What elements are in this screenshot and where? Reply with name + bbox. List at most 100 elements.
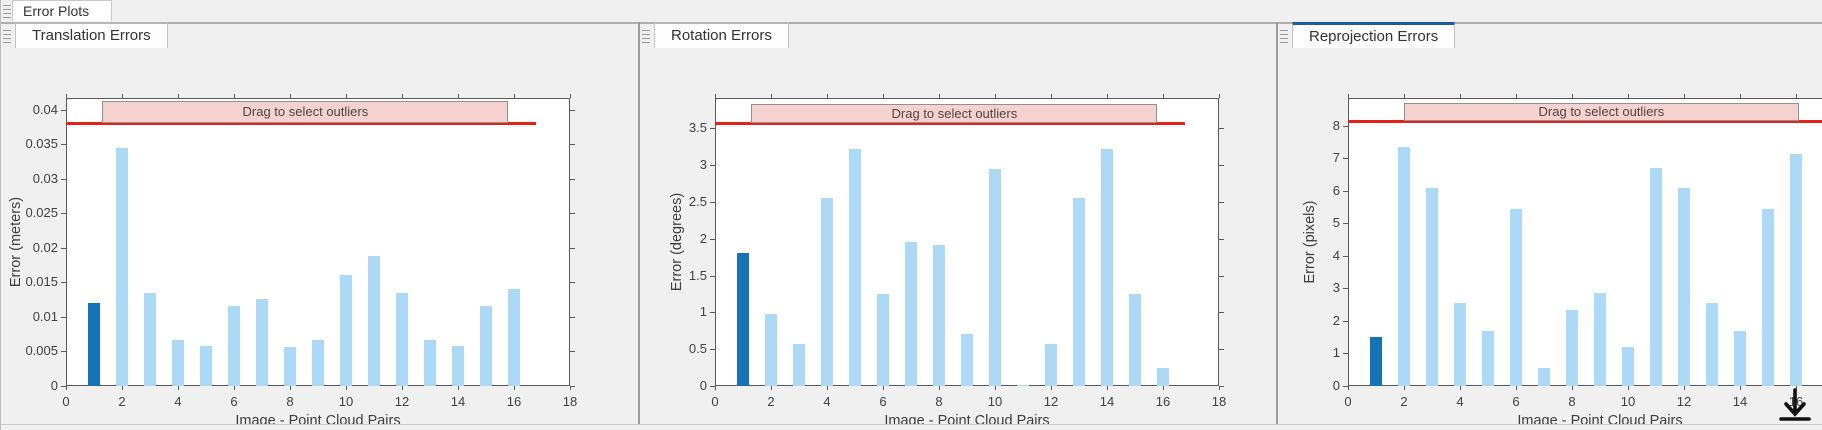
bar[interactable] — [933, 244, 945, 386]
bar[interactable] — [452, 345, 464, 386]
bar[interactable] — [821, 198, 833, 386]
y-tick-mark — [710, 165, 715, 167]
y-tick-label: 5 — [1332, 215, 1340, 231]
bar[interactable] — [1678, 187, 1690, 386]
bar[interactable] — [368, 256, 380, 386]
bar[interactable] — [116, 147, 128, 386]
y-tick-mark — [1219, 128, 1224, 130]
y-tick-mark — [61, 386, 66, 387]
x-tick-mark — [1163, 386, 1164, 390]
y-tick-label: 7 — [1332, 150, 1340, 166]
bar[interactable] — [228, 305, 240, 386]
bar[interactable] — [1734, 330, 1746, 386]
bar[interactable] — [284, 347, 296, 386]
outlier-selection-band[interactable]: Drag to select outliers — [751, 103, 1158, 124]
bar[interactable] — [396, 292, 408, 386]
bar[interactable] — [200, 345, 212, 386]
x-tick-mark — [178, 386, 179, 390]
bar[interactable] — [340, 275, 352, 386]
y-tick-label: 3.5 — [688, 120, 707, 136]
y-tick-mark — [1219, 275, 1224, 277]
bar[interactable] — [256, 298, 268, 386]
y-tick-mark — [570, 144, 575, 146]
x-tick-label: 4 — [174, 394, 182, 409]
bar[interactable] — [793, 344, 805, 386]
x-tick-mark — [1516, 94, 1517, 98]
bar[interactable] — [1510, 208, 1522, 386]
outlier-threshold-line — [66, 121, 537, 125]
x-tick-label: 8 — [935, 394, 943, 409]
y-tick-mark — [1219, 312, 1224, 314]
bar[interactable] — [1370, 337, 1382, 386]
bar[interactable] — [1790, 153, 1802, 386]
x-tick-label: 14 — [1732, 394, 1748, 409]
bar[interactable] — [961, 334, 973, 386]
reprojection-errors-chart[interactable]: Drag to select outliers02468101214161801… — [1278, 50, 1822, 426]
outlier-selection-band[interactable]: Drag to select outliers — [1404, 102, 1799, 122]
bar[interactable] — [1073, 198, 1085, 386]
y-tick-label: 3 — [1332, 280, 1340, 296]
bar[interactable] — [989, 168, 1001, 386]
bar[interactable] — [1454, 303, 1466, 386]
bar[interactable] — [737, 253, 749, 386]
y-tick-label: 6 — [1332, 182, 1340, 198]
bar[interactable] — [1129, 293, 1141, 386]
x-tick-mark — [66, 94, 67, 98]
chart-panels-row: Translation Errors Drag to select outlie… — [1, 22, 1822, 426]
tab-reprojection-errors[interactable]: Reprojection Errors — [1292, 22, 1456, 48]
x-tick-mark — [1051, 94, 1052, 98]
y-tick-mark — [61, 282, 66, 284]
x-tick-mark — [1107, 94, 1108, 98]
bar[interactable] — [1622, 346, 1634, 386]
panel-grip-icon[interactable] — [3, 5, 11, 18]
translation-errors-chart[interactable]: Drag to select outliers 0 2 4 6 8 10 12 14 16 18 0 0… — [1, 50, 638, 426]
bar[interactable] — [1426, 187, 1438, 386]
x-tick-mark — [1796, 94, 1797, 98]
bar[interactable] — [312, 339, 324, 386]
bar[interactable] — [905, 242, 917, 386]
translation-tabbar: Translation Errors — [1, 22, 638, 50]
y-tick-mark — [61, 351, 66, 353]
bar[interactable] — [1566, 309, 1578, 386]
panel-grip-icon[interactable] — [642, 30, 650, 43]
bar[interactable] — [144, 292, 156, 386]
download-arrow-icon[interactable] — [1773, 388, 1811, 430]
bar[interactable] — [1594, 293, 1606, 386]
tab-translation-errors[interactable]: Translation Errors — [15, 22, 168, 48]
bar[interactable] — [1706, 303, 1718, 386]
y-tick-mark — [710, 128, 715, 130]
bar[interactable] — [172, 340, 184, 386]
bar[interactable] — [1157, 367, 1169, 386]
bar[interactable] — [1398, 147, 1410, 386]
bar[interactable] — [508, 289, 520, 386]
bar[interactable] — [1045, 344, 1057, 386]
y-tick-mark — [1343, 288, 1348, 290]
tab-rotation-errors[interactable]: Rotation Errors — [654, 22, 789, 48]
y-tick-label: 2 — [699, 230, 707, 246]
panel-grip-icon[interactable] — [3, 30, 11, 43]
x-tick-mark — [514, 94, 515, 98]
x-tick-label: 16 — [506, 394, 522, 409]
bar[interactable] — [1482, 330, 1494, 386]
y-tick-mark — [1219, 201, 1224, 203]
bar[interactable] — [480, 305, 492, 386]
bar[interactable] — [1650, 168, 1662, 386]
bar[interactable] — [877, 293, 889, 386]
panel-reprojection-errors: Reprojection Errors Drag to select outli… — [1276, 22, 1822, 426]
outlier-selection-band[interactable]: Drag to select outliers — [102, 100, 509, 123]
bar[interactable] — [424, 340, 436, 386]
rotation-errors-chart[interactable]: Drag to select outliers 0 2 4 6 8 10 12 14 16 18 0 0… — [640, 50, 1276, 426]
bar[interactable] — [1762, 208, 1774, 386]
x-tick-label: 0 — [1344, 394, 1352, 409]
bar[interactable] — [1101, 148, 1113, 386]
y-tick-label: 1.5 — [688, 267, 707, 283]
panel-grip-icon[interactable] — [1280, 30, 1288, 43]
bar[interactable] — [88, 303, 100, 386]
bar[interactable] — [765, 313, 777, 386]
x-tick-mark — [346, 94, 347, 98]
tab-error-plots[interactable]: Error Plots — [12, 0, 112, 21]
bar[interactable] — [1017, 384, 1029, 386]
bar[interactable] — [849, 148, 861, 386]
y-tick-label: 0.005 — [25, 343, 58, 359]
bar[interactable] — [1538, 368, 1550, 386]
